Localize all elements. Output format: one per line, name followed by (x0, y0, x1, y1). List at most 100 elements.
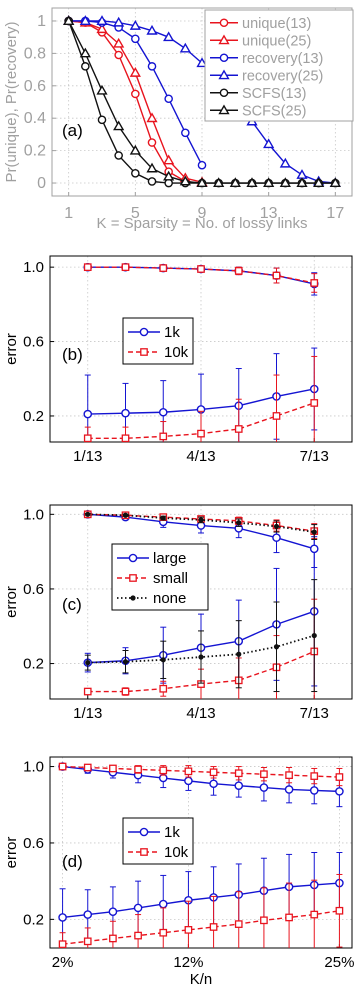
legend-label-1k: 1k (164, 824, 180, 841)
series-line (62, 765, 340, 793)
legend-marker-1k (139, 827, 149, 837)
panel-label: (a) (62, 121, 83, 140)
data-point-10 (310, 910, 319, 919)
series-line (62, 882, 340, 919)
y-tick-label-1: 0.6 (23, 581, 44, 598)
data-point-1 (121, 687, 130, 696)
data-point-5 (272, 271, 281, 280)
data-point-10 (229, 177, 241, 188)
data-point-1 (83, 937, 92, 946)
y-tick-label-1: 0.2 (24, 143, 46, 160)
data-point-6 (311, 632, 317, 639)
x-tick-label-3: 13 (260, 205, 278, 222)
x-axis-label: K = Sparsity = No. of lossy links (97, 215, 308, 232)
data-point-2 (108, 907, 118, 917)
data-point-1 (81, 62, 90, 71)
x-tick-label-0: 1/13 (73, 448, 102, 465)
legend-box (122, 817, 194, 865)
data-point-3 (114, 151, 123, 160)
legend-marker-unique-25 (218, 34, 230, 45)
data-point-2 (159, 684, 168, 693)
y-tick-label-2: 1.0 (23, 759, 44, 776)
data-point-2 (109, 934, 117, 943)
data-point-2 (96, 84, 108, 95)
data-point-6 (309, 544, 319, 554)
data-point-6 (163, 154, 175, 165)
data-point-2 (96, 15, 108, 25)
y-tick-label-5: 1 (37, 13, 46, 30)
data-point-3 (134, 765, 142, 774)
data-point-3 (113, 16, 125, 27)
data-point-6 (209, 923, 218, 931)
data-point-4 (131, 169, 140, 178)
legend-box (111, 543, 209, 611)
data-point-6 (209, 779, 218, 789)
data-point-6 (310, 279, 319, 287)
data-point-11 (335, 787, 344, 796)
data-point-4 (129, 20, 141, 30)
data-point-6 (311, 529, 317, 535)
legend-label-recovery-13: recovery(13) (242, 51, 323, 67)
data-point-5 (147, 62, 157, 71)
x-tick-label-1: 12% (173, 954, 203, 971)
legend-marker-small (129, 574, 137, 582)
data-point-4 (129, 144, 141, 155)
data-point-2 (159, 264, 168, 272)
data-point-1 (79, 47, 91, 58)
x-tick-label-0: 1/13 (73, 705, 102, 722)
data-point-3 (133, 903, 143, 913)
data-point-0 (83, 687, 92, 696)
data-point-2 (160, 515, 166, 521)
y-tick-label-1: 0.6 (23, 835, 44, 852)
data-point-5 (272, 412, 281, 420)
data-point-0 (58, 913, 67, 922)
data-point-0 (83, 263, 92, 272)
data-point-5 (184, 776, 193, 786)
data-point-5 (273, 523, 280, 530)
data-point-4 (159, 766, 168, 775)
y-tick-label-2: 1.0 (23, 506, 44, 523)
legend-label-recovery-25: recovery(25) (242, 68, 323, 84)
x-tick-label-1: 5 (131, 205, 140, 222)
data-point-12 (263, 138, 275, 149)
series-line (62, 765, 340, 778)
legend-label-scfs-25: SCFS(25) (242, 103, 306, 119)
data-point-2 (109, 764, 117, 773)
data-point-3 (198, 517, 204, 523)
data-point-14 (296, 177, 308, 188)
data-point-5 (147, 138, 157, 147)
series-none-upper (84, 511, 318, 541)
data-point-2 (158, 407, 168, 417)
data-point-1 (83, 910, 93, 919)
y-tick-label-0: 0.2 (23, 656, 44, 673)
data-point-8 (259, 783, 269, 792)
chart-panel-a: 1 5 9 13 17 0 0.2 0.4 0.6 0.8 1 Pr(unique), Pr(reco… (3, 7, 354, 232)
x-tick-label-1: 4/13 (186, 448, 215, 465)
legend-label-10k: 10k (164, 844, 189, 861)
data-point-3 (198, 654, 204, 660)
legend-box (122, 317, 194, 365)
data-point-12 (263, 177, 275, 188)
data-point-4 (236, 651, 242, 657)
data-point-2 (160, 657, 166, 663)
legend-marker-recovery-13 (219, 53, 229, 63)
legend-label-scfs-13: SCFS(13) (242, 86, 306, 102)
data-point-5 (146, 112, 158, 123)
x-axis-label: K/n (190, 971, 213, 988)
panel-label: (d) (62, 852, 83, 871)
data-point-2 (96, 23, 108, 34)
legend-marker-scfs-25 (218, 104, 230, 115)
data-point-4 (159, 928, 168, 937)
y-axis-label: error (3, 586, 20, 618)
data-point-9 (285, 913, 293, 922)
data-point-3 (134, 931, 142, 940)
data-point-5 (146, 24, 158, 35)
series-10k (58, 873, 344, 949)
data-point-6 (164, 94, 173, 104)
data-point-1 (122, 659, 129, 665)
data-point-1 (122, 512, 129, 518)
